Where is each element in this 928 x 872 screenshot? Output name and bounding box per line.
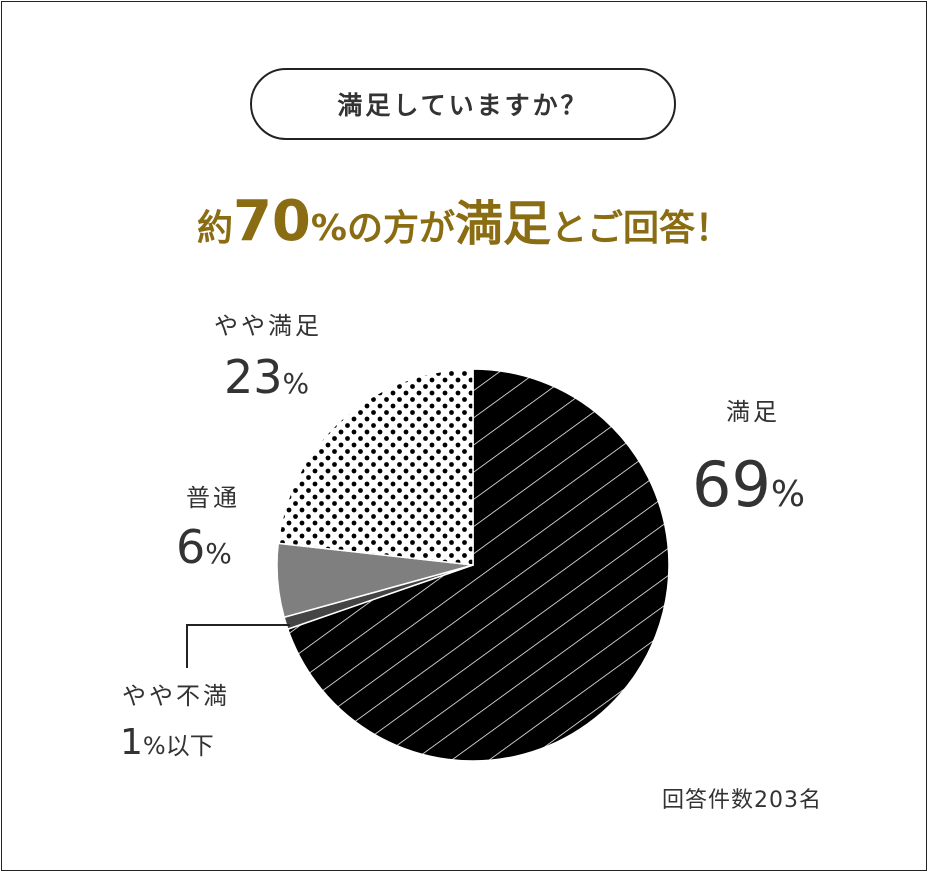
label-neutral-unit: %	[205, 537, 232, 570]
label-somewhat-dissatisfied-value: 1	[120, 722, 143, 763]
question-pill: 満足していますか？	[250, 68, 676, 140]
label-somewhat-dissatisfied-unit: %	[142, 732, 166, 760]
label-somewhat-satisfied-value: 23	[224, 350, 283, 404]
label-satisfied-value-group: 69%	[692, 448, 805, 521]
headline-unit: %	[310, 208, 347, 249]
label-somewhat-satisfied-name: やや満足	[214, 312, 322, 340]
label-satisfied-name: 満足	[726, 398, 780, 426]
label-neutral-value-group: 6%	[176, 520, 232, 574]
label-somewhat-dissatisfied-suffix: 以下	[165, 732, 214, 760]
headline-prefix: 約	[196, 208, 233, 249]
label-somewhat-satisfied-unit: %	[282, 367, 310, 400]
headline: 約70%の方が満足とご回答！	[0, 182, 928, 275]
pie-slice-somewhat-satisfied	[277, 368, 474, 566]
label-somewhat-dissatisfied-name: やや不満	[122, 682, 230, 710]
headline-number: 70	[232, 189, 311, 254]
label-somewhat-satisfied-value-group: 23%	[224, 350, 309, 404]
pie-slice-satisfied	[286, 368, 670, 762]
headline-emphasis: 満足	[455, 196, 552, 252]
pie-slices	[276, 368, 670, 762]
headline-suffix: とご回答！	[551, 208, 732, 249]
label-neutral-value: 6	[176, 520, 206, 574]
label-satisfied-unit: %	[770, 474, 806, 515]
question-text: 満足していますか？	[337, 91, 589, 120]
label-satisfied-value: 69	[692, 448, 771, 521]
response-count-footnote: 回答件数203名	[662, 788, 822, 813]
label-somewhat-dissatisfied-value-group: 1%以下	[120, 722, 214, 763]
headline-mid: の方が	[346, 208, 455, 249]
label-neutral-name: 普通	[186, 484, 240, 512]
